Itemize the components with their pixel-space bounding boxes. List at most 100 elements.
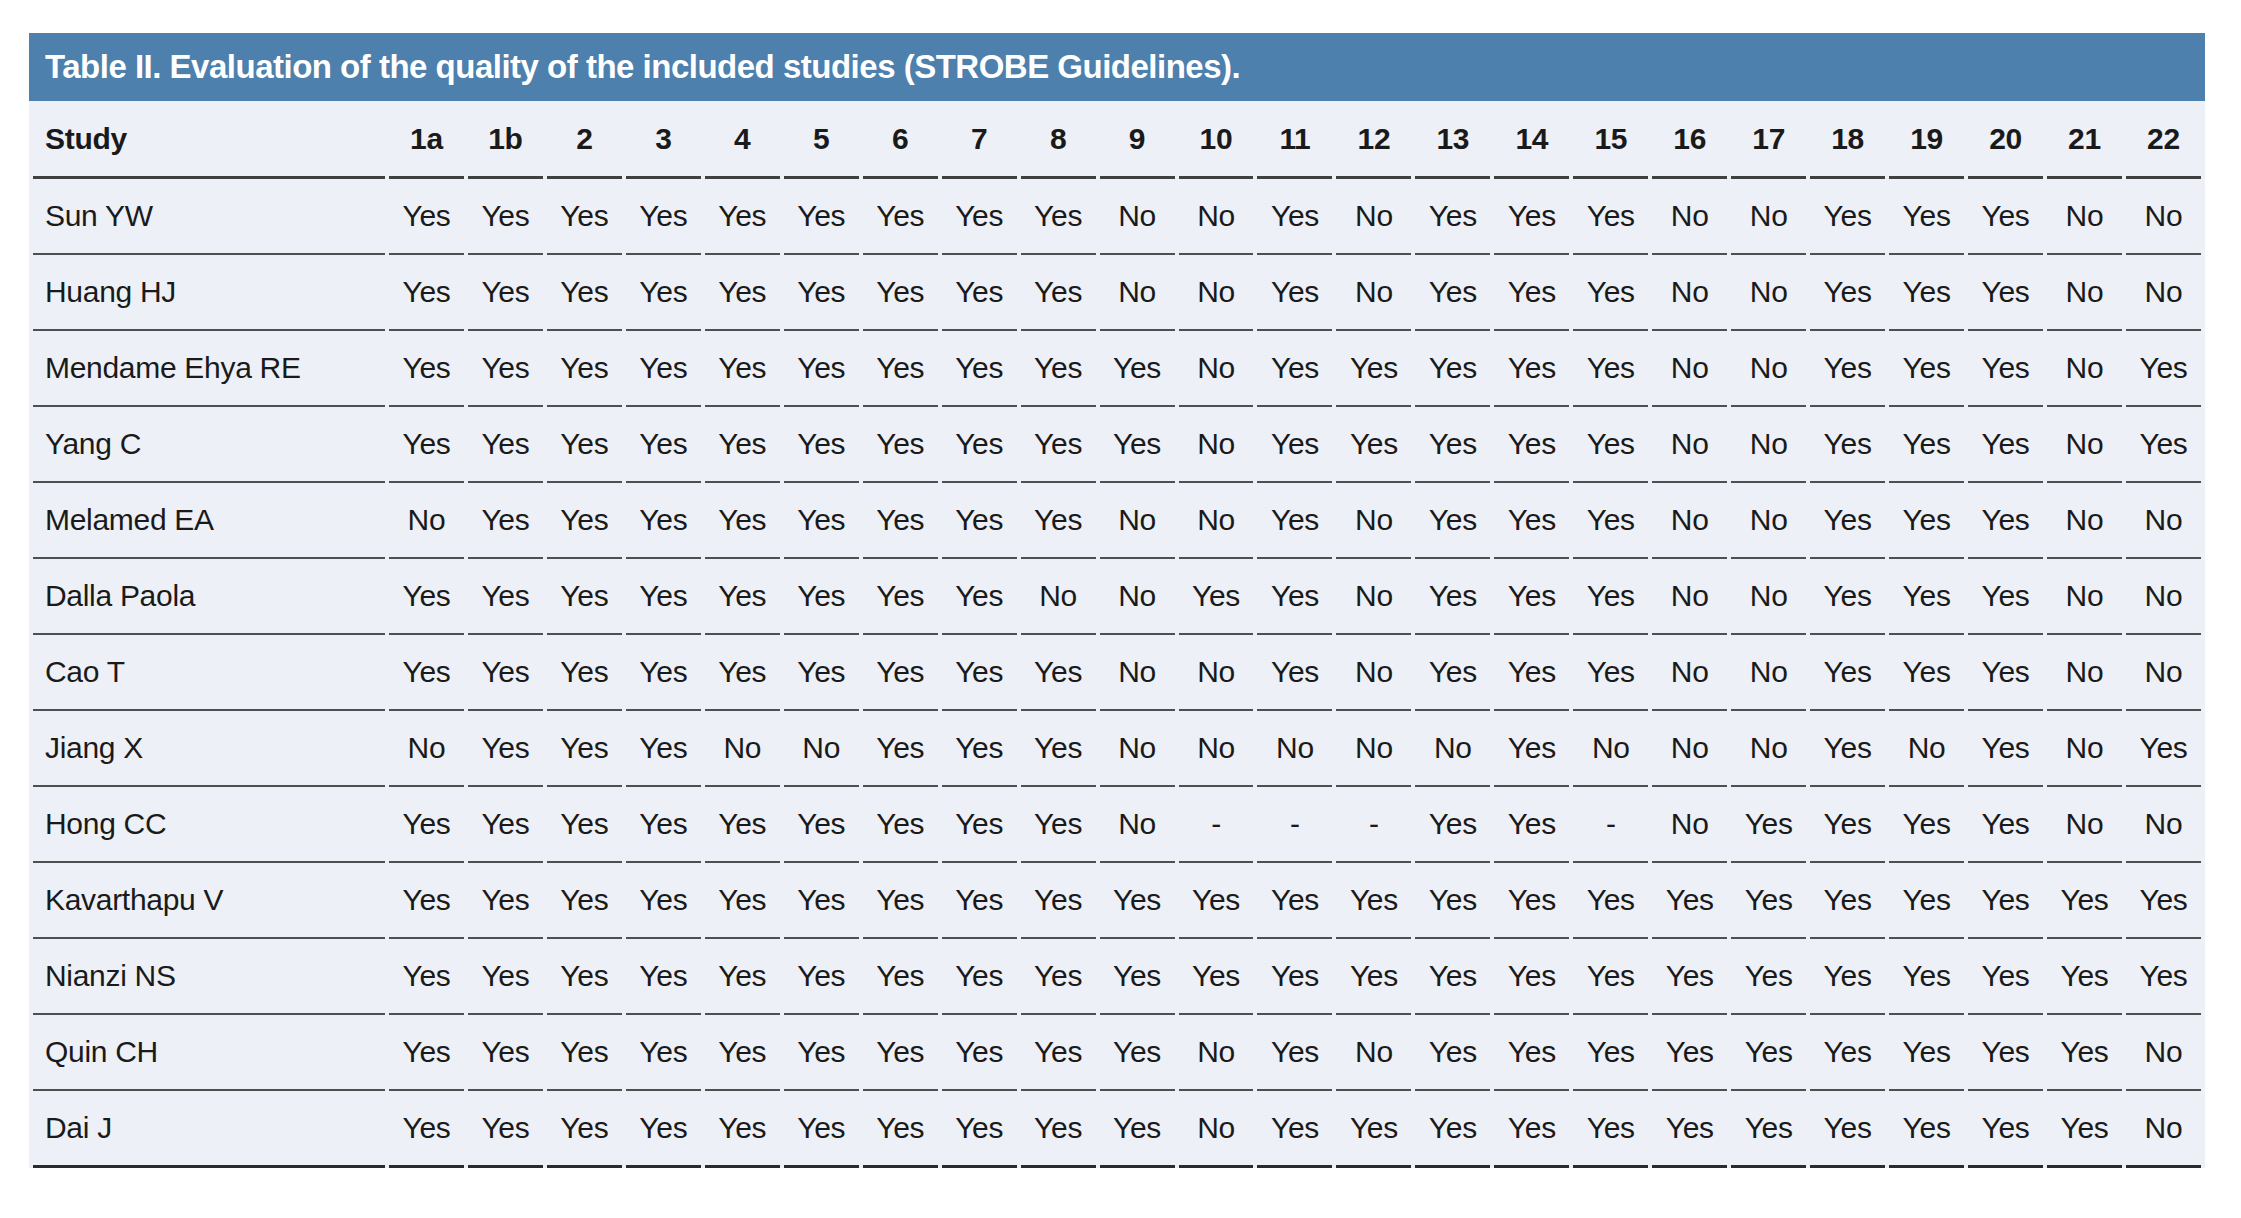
value-cell: No <box>1179 483 1254 559</box>
value-cell: No <box>1179 255 1254 331</box>
value-cell: No <box>2047 635 2122 711</box>
value-cell: Yes <box>1021 1015 1096 1091</box>
value-cell: No <box>784 711 859 787</box>
value-cell: Yes <box>1100 407 1175 483</box>
value-cell: Yes <box>705 255 780 331</box>
value-cell: Yes <box>863 331 938 407</box>
value-cell: Yes <box>1889 559 1964 635</box>
value-cell: No <box>1257 711 1332 787</box>
value-cell: Yes <box>784 179 859 255</box>
value-cell: Yes <box>626 483 701 559</box>
column-header: 9 <box>1100 101 1175 179</box>
value-cell: Yes <box>626 863 701 939</box>
column-header: 22 <box>2126 101 2201 179</box>
value-cell: Yes <box>1968 407 2043 483</box>
value-cell: Yes <box>1100 863 1175 939</box>
value-cell: Yes <box>626 407 701 483</box>
value-cell: Yes <box>1889 331 1964 407</box>
value-cell: Yes <box>1257 407 1332 483</box>
value-cell: Yes <box>1573 331 1648 407</box>
value-cell: No <box>1179 711 1254 787</box>
value-cell: Yes <box>2126 331 2201 407</box>
study-cell: Jiang X <box>33 711 385 787</box>
value-cell: Yes <box>1100 1091 1175 1168</box>
value-cell: Yes <box>1494 1015 1569 1091</box>
value-cell: Yes <box>1968 635 2043 711</box>
value-cell: No <box>1731 483 1806 559</box>
table-row: Nianzi NSYesYesYesYesYesYesYesYesYesYesY… <box>33 939 2201 1015</box>
value-cell: Yes <box>1810 483 1885 559</box>
value-cell: Yes <box>626 559 701 635</box>
value-cell: Yes <box>1415 1015 1490 1091</box>
value-cell: Yes <box>389 255 464 331</box>
value-cell: Yes <box>784 407 859 483</box>
value-cell: Yes <box>705 939 780 1015</box>
value-cell: Yes <box>705 1015 780 1091</box>
value-cell: Yes <box>1573 1091 1648 1168</box>
value-cell: Yes <box>1415 559 1490 635</box>
value-cell: Yes <box>626 939 701 1015</box>
value-cell: Yes <box>1494 179 1569 255</box>
study-cell: Nianzi NS <box>33 939 385 1015</box>
value-cell: No <box>1179 407 1254 483</box>
value-cell: No <box>2047 255 2122 331</box>
column-header: 12 <box>1336 101 1411 179</box>
value-cell: Yes <box>942 179 1017 255</box>
value-cell: Yes <box>1257 255 1332 331</box>
value-cell: Yes <box>1257 331 1332 407</box>
value-cell: Yes <box>1100 939 1175 1015</box>
column-header: 7 <box>942 101 1017 179</box>
value-cell: Yes <box>1494 331 1569 407</box>
value-cell: Yes <box>1021 255 1096 331</box>
table-row: Melamed EANoYesYesYesYesYesYesYesYesNoNo… <box>33 483 2201 559</box>
value-cell: Yes <box>1415 179 1490 255</box>
column-header: 5 <box>784 101 859 179</box>
value-cell: No <box>1021 559 1096 635</box>
value-cell: Yes <box>863 787 938 863</box>
value-cell: No <box>2126 1091 2201 1168</box>
value-cell: Yes <box>1889 407 1964 483</box>
value-cell: No <box>1100 635 1175 711</box>
value-cell: No <box>1100 559 1175 635</box>
value-cell: Yes <box>1810 787 1885 863</box>
value-cell: No <box>1179 331 1254 407</box>
value-cell: Yes <box>1889 1015 1964 1091</box>
value-cell: Yes <box>1968 1091 2043 1168</box>
value-cell: Yes <box>389 559 464 635</box>
value-cell: Yes <box>2047 863 2122 939</box>
value-cell: Yes <box>784 863 859 939</box>
value-cell: Yes <box>863 939 938 1015</box>
value-cell: No <box>1652 179 1727 255</box>
value-cell: Yes <box>626 179 701 255</box>
value-cell: Yes <box>784 635 859 711</box>
column-header: 1a <box>389 101 464 179</box>
value-cell: Yes <box>1021 787 1096 863</box>
value-cell: Yes <box>1573 559 1648 635</box>
value-cell: Yes <box>2047 1015 2122 1091</box>
value-cell: Yes <box>2047 1091 2122 1168</box>
value-cell: No <box>1731 711 1806 787</box>
value-cell: Yes <box>705 863 780 939</box>
value-cell: Yes <box>705 179 780 255</box>
column-header: 18 <box>1810 101 1885 179</box>
table-row: Dai JYesYesYesYesYesYesYesYesYesYesNoYes… <box>33 1091 2201 1168</box>
value-cell: Yes <box>626 787 701 863</box>
value-cell: Yes <box>1257 863 1332 939</box>
column-header: 21 <box>2047 101 2122 179</box>
value-cell: No <box>1336 179 1411 255</box>
value-cell: Yes <box>784 939 859 1015</box>
column-header: 11 <box>1257 101 1332 179</box>
value-cell: Yes <box>863 483 938 559</box>
study-cell: Quin CH <box>33 1015 385 1091</box>
value-cell: Yes <box>942 711 1017 787</box>
value-cell: Yes <box>1100 331 1175 407</box>
value-cell: Yes <box>389 787 464 863</box>
table-title-bar: Table II. Evaluation of the quality of t… <box>29 33 2205 101</box>
value-cell: No <box>1336 711 1411 787</box>
value-cell: Yes <box>1889 787 1964 863</box>
value-cell: Yes <box>1336 1091 1411 1168</box>
value-cell: No <box>1652 711 1727 787</box>
value-cell: - <box>1179 787 1254 863</box>
value-cell: Yes <box>784 483 859 559</box>
value-cell: Yes <box>1257 635 1332 711</box>
